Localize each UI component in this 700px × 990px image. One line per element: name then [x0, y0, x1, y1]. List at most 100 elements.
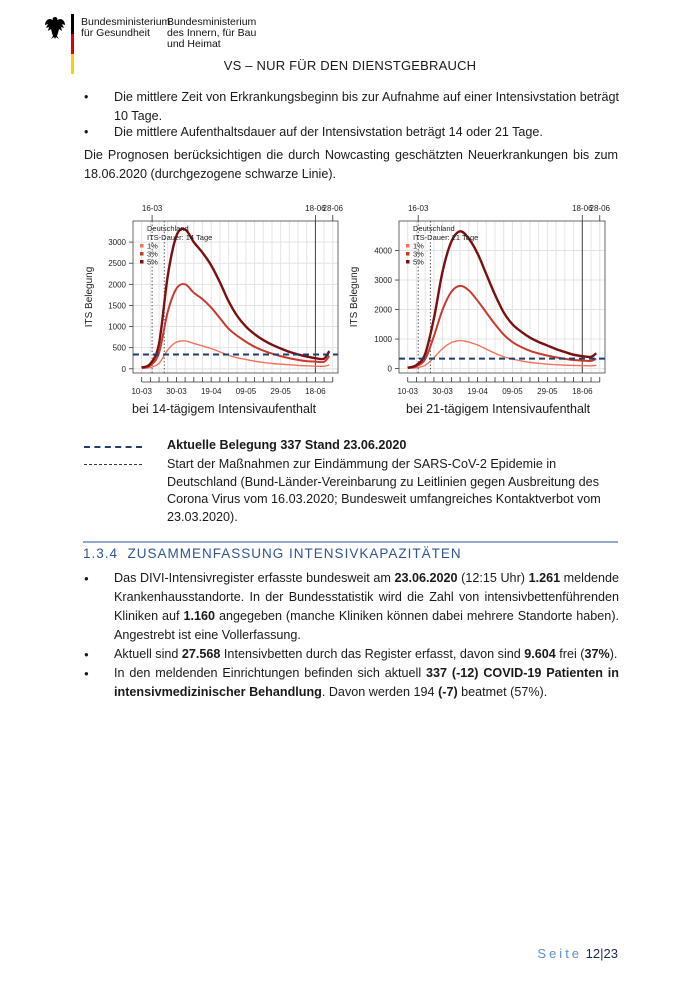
ministry-interior-line: und Heimat	[167, 38, 221, 50]
bullet-marker: ●	[84, 669, 89, 678]
section-heading: 1.3.4 ZUSAMMENFASSUNG INTENSIVKAPAZITÄTE…	[83, 546, 462, 561]
x-tick-label: 10-03	[397, 387, 418, 396]
summary-list: ● Das DIVI-Intensivregister erfasste bund…	[84, 569, 619, 702]
x-tick-label: 18-06	[305, 387, 326, 396]
x-top-tick-label: 16-03	[142, 204, 163, 213]
page-footer: Seite 12|23	[537, 946, 618, 961]
legend-swatch	[140, 252, 144, 256]
bullet-marker: •	[84, 125, 89, 139]
y-tick-label: 0	[122, 365, 127, 374]
summary-text: In den meldenden Einrichtungen befinden …	[114, 666, 426, 680]
series-line-5pct	[407, 230, 598, 369]
legend-swatch	[406, 252, 410, 256]
legend-label: 1%	[147, 242, 158, 251]
bold-value: 9.604	[524, 647, 556, 661]
measures-line-sample	[84, 464, 142, 465]
flag-black	[71, 14, 74, 34]
bold-value: (-7)	[438, 685, 458, 699]
bullet-marker: •	[84, 90, 89, 104]
german-flag-bar	[71, 14, 74, 74]
plot-frame	[398, 220, 606, 374]
summary-bullet: ● In den meldenden Einrichtungen befinden…	[84, 664, 619, 702]
y-tick-label: 2000	[108, 280, 126, 289]
chart-21-days-plot: 0 1000 2000 3000 4000 10-03 30-03 19-04 09-05 29-…	[349, 204, 611, 396]
bold-value: 1.261	[528, 571, 561, 585]
legend-label: 5%	[147, 258, 158, 267]
summary-text: Aktuell sind	[114, 647, 182, 661]
summary-text: frei (	[555, 647, 585, 661]
x-top-tick-label: 18-06	[305, 204, 326, 213]
x-tick-label: 30-03	[166, 387, 187, 396]
x-tick-label: 19-04	[201, 387, 222, 396]
bold-value: 37%	[584, 647, 610, 661]
x-tick-label: 10-03	[131, 387, 152, 396]
ministry-interior-line: Bundesministerium	[167, 16, 257, 28]
intro-bullet-text: Die mittlere Aufenthaltsdauer auf der In…	[114, 125, 543, 139]
y-axis-label: ITS Belegung	[84, 267, 95, 328]
legend-swatch	[406, 244, 410, 248]
chart-14-days: 0 500 1000 1500 2000 2500 3000 10-03 30-03 19-04 0…	[80, 195, 350, 416]
x-top-tick-label: 16-03	[408, 204, 429, 213]
legend-label: 5%	[413, 258, 424, 267]
summary-text: angegeben (manche Kliniken können dabei …	[114, 609, 620, 642]
legend-title: ITS-Dauer: 14 Tage	[147, 233, 212, 242]
chart-21-days: 0 1000 2000 3000 4000 10-03 30-03 19-04 09-05 29-…	[345, 195, 620, 416]
ministry-health-line: für Gesundheit	[81, 27, 150, 39]
ministry-interior: Bundesministerium des Innern, für Bau un…	[167, 17, 256, 50]
y-tick-label: 1000	[374, 335, 392, 344]
y-tick-label: 1500	[108, 301, 126, 310]
x-tick-label: 09-05	[502, 387, 523, 396]
x-tick-label: 30-03	[432, 387, 453, 396]
x-top-tick-label: 28-06	[590, 204, 611, 213]
page-number: 12	[585, 946, 601, 961]
series-line-3pct	[141, 283, 331, 369]
plot-frame	[132, 220, 339, 374]
x-top-tick-label: 18-06	[572, 204, 593, 213]
summary-text: Intensivbetten durch das Register erfass…	[220, 647, 525, 661]
current-occupancy-legend: Aktuelle Belegung 337 Stand 23.06.2020	[167, 438, 407, 452]
summary-text: ).	[609, 647, 618, 661]
page-total: 23	[603, 946, 618, 961]
chart-14-days-plot: 0 500 1000 1500 2000 2500 3000 10-03 30-03 19-04 0…	[84, 204, 344, 396]
intro-bullet: • Die mittlere Aufenthaltsdauer auf der …	[84, 123, 624, 143]
summary-bullet: ● Aktuell sind 27.568 Intensivbetten durc…	[84, 645, 619, 664]
legend-swatch	[140, 260, 144, 264]
legend-label: 3%	[147, 250, 158, 259]
bold-value: 1.160	[183, 609, 216, 623]
y-tick-label: 4000	[374, 247, 392, 256]
chart-caption: bei 21-tägigem Intensivaufenthalt	[406, 402, 591, 416]
summary-text: meldende Krankenhausstandorte. In der Bu…	[114, 571, 619, 623]
y-tick-label: 0	[388, 365, 393, 374]
summary-bullet: ● Das DIVI-Intensivregister erfasste bund…	[84, 569, 619, 645]
legend-label: 1%	[413, 242, 424, 251]
chart-caption: bei 14-tägigem Intensivaufenthalt	[132, 402, 317, 416]
summary-text: beatmet (57%).	[457, 685, 548, 699]
series-line-5pct	[141, 227, 331, 369]
x-tick-label: 18-06	[572, 387, 593, 396]
x-tick-label: 29-05	[537, 387, 558, 396]
intro-paragraph: Die Prognosen berücksichtigen die durch …	[84, 148, 618, 181]
y-tick-label: 3000	[108, 238, 126, 247]
x-tick-label: 09-05	[236, 387, 257, 396]
summary-text: Das DIVI-Intensivregister erfasste bunde…	[114, 571, 395, 585]
federal-eagle-logo	[44, 16, 66, 40]
x-top-tick-label: 28-06	[323, 204, 344, 213]
bullet-marker: ●	[84, 650, 89, 659]
y-axis-label: ITS Belegung	[349, 267, 360, 328]
ministry-health: Bundesministerium für Gesundheit	[81, 17, 170, 39]
x-tick-label: 29-05	[270, 387, 291, 396]
flag-red	[71, 34, 74, 54]
legend-swatch	[140, 244, 144, 248]
ministry-health-line: Bundesministerium	[81, 16, 171, 28]
x-tick-label: 19-04	[467, 387, 488, 396]
y-tick-label: 1000	[108, 323, 126, 332]
bold-value: 337 (-12) COVID-19 Patienten in intensiv…	[114, 666, 620, 699]
current-occupancy-line-sample	[84, 446, 142, 448]
intro-bullet: • Die mittlere Zeit von Erkrankungsbegin…	[84, 88, 624, 128]
summary-text: . Davon werden 194	[321, 685, 439, 699]
y-tick-label: 500	[113, 344, 127, 353]
bullet-marker: ●	[84, 574, 89, 583]
intro-bullet-text: Die mittlere Zeit von Erkrankungsbeginn …	[114, 90, 619, 123]
y-tick-label: 3000	[374, 276, 392, 285]
bold-value: 27.568	[181, 647, 221, 661]
